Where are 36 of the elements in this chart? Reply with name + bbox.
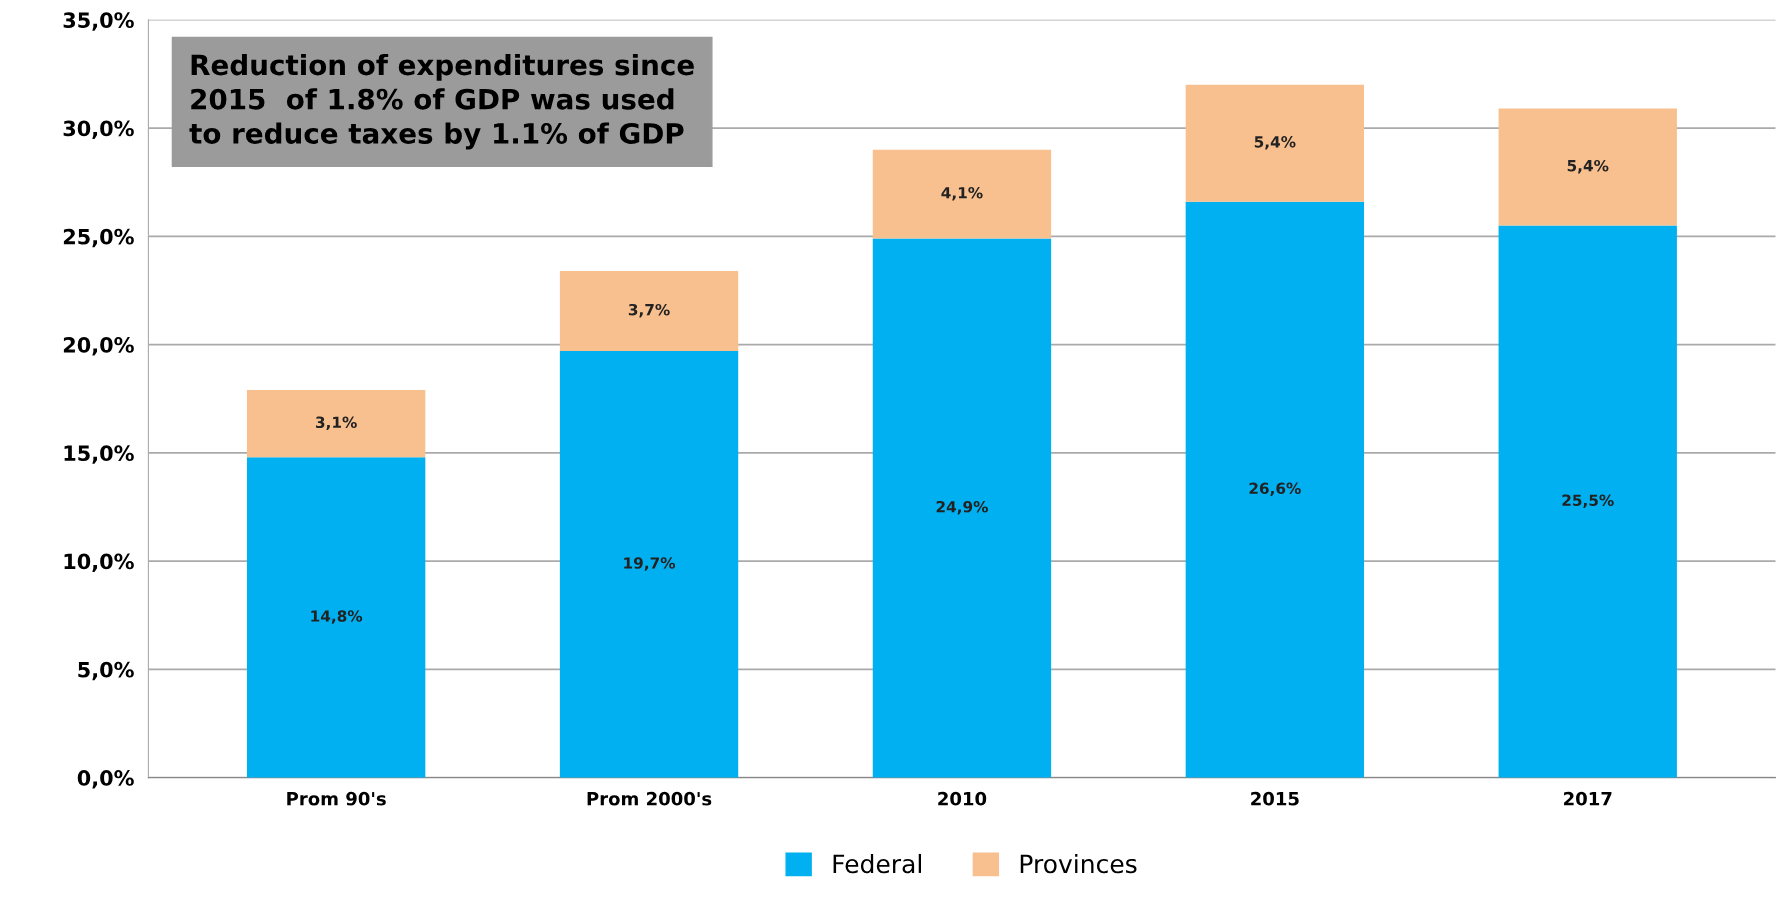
y-tick-label: 0,0%: [77, 770, 134, 789]
bar: [1185, 201, 1365, 778]
y-tick-label: 10,0%: [64, 553, 134, 572]
y-tick-label: 15,0%: [64, 445, 134, 464]
x-tick-label: Prom 90's: [287, 791, 386, 806]
data-label: 24,9%: [936, 500, 988, 515]
annotation: Reduction of expenditures since 2015 of 1.8% of GDP was used to reduce taxes by 1.1% of GDP: [189, 53, 694, 150]
data-label: 26,6%: [1249, 482, 1301, 497]
data-label: 3,7%: [628, 303, 670, 318]
x-tick-label: 2010: [938, 791, 987, 806]
bar: [1498, 108, 1677, 226]
x-tick-label: 2017: [1564, 791, 1612, 806]
bar: [1498, 225, 1677, 778]
y-tick-label: 5,0%: [78, 661, 134, 681]
x-tick-label: Prom 2000's: [587, 791, 712, 806]
bar: [1185, 84, 1365, 202]
bar: [559, 351, 739, 778]
data-label: 19,7%: [624, 557, 676, 571]
data-label: 5,4%: [1567, 159, 1609, 174]
x-tick-label: 2015: [1251, 791, 1299, 806]
bar: [872, 149, 1052, 239]
data-label: 14,8%: [311, 610, 363, 624]
data-label: 4,1%: [941, 186, 983, 201]
y-tick-label: 20,0%: [63, 337, 134, 356]
bar: [246, 390, 426, 458]
data-label: 25,5%: [1562, 494, 1614, 508]
data-label: 3,1%: [315, 416, 357, 430]
legend-label: Federal: [833, 853, 921, 874]
data-label: 5,4%: [1254, 136, 1296, 150]
bar: [559, 270, 739, 352]
bar: [246, 457, 426, 778]
y-tick-label: 30,0%: [63, 120, 134, 139]
bar: [872, 238, 1052, 778]
y-tick-label: 35,0%: [63, 12, 134, 31]
y-tick-label: 25,0%: [63, 228, 134, 248]
legend-label: Provinces: [1020, 853, 1137, 874]
